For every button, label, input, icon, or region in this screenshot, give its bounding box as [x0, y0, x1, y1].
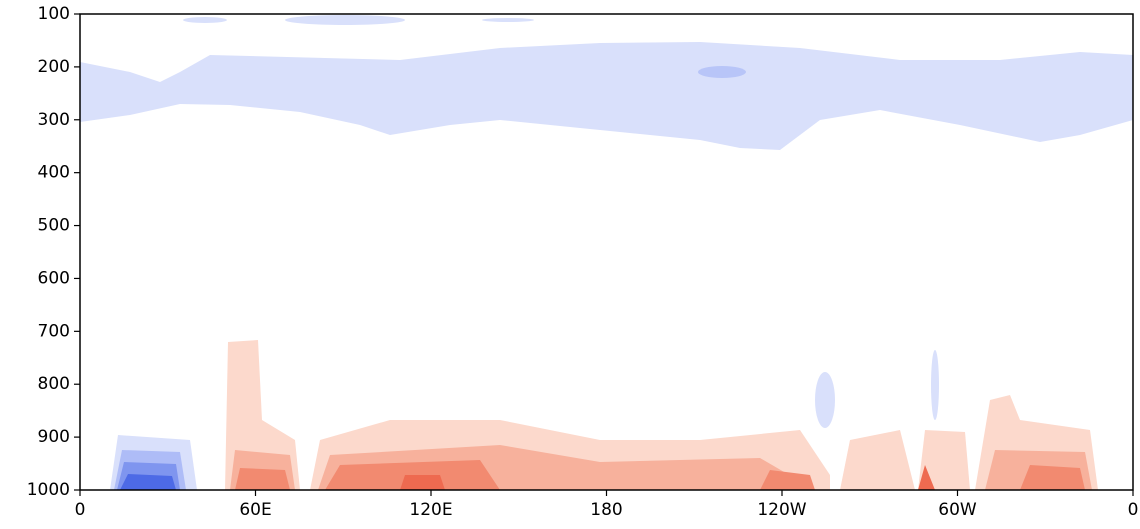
y-tick-label: 100 — [38, 4, 70, 24]
x-tick-label: 120W — [757, 500, 806, 520]
y-tick-label: 1000 — [27, 480, 70, 500]
x-tick-label: 0 — [75, 500, 86, 520]
contour-fills — [80, 15, 1133, 490]
contour-fill — [235, 468, 290, 490]
contour-fill — [1020, 465, 1085, 490]
contour-fill — [120, 474, 176, 490]
contour-fill — [840, 430, 915, 490]
x-tick-label: 0 — [1128, 500, 1139, 520]
y-tick-label: 400 — [38, 163, 70, 183]
contour-fill — [80, 42, 1133, 150]
y-tick-label: 600 — [38, 268, 70, 288]
contour-fill — [815, 372, 835, 428]
y-tick-label: 200 — [38, 57, 70, 77]
y-tick-label: 700 — [38, 321, 70, 341]
contour-fill — [285, 15, 405, 25]
y-tick-label: 500 — [38, 216, 70, 236]
contour-fill — [698, 66, 746, 78]
x-tick-label: 60W — [938, 500, 977, 520]
y-tick-label: 300 — [38, 110, 70, 130]
y-tick-label: 900 — [38, 427, 70, 447]
x-tick-label: 60E — [239, 500, 271, 520]
contour-fill — [482, 18, 534, 22]
x-tick-label: 180 — [590, 500, 622, 520]
contour-fill — [918, 465, 935, 490]
x-tick-label: 120E — [409, 500, 452, 520]
contour-fill — [931, 350, 939, 420]
contour-fill — [400, 475, 445, 490]
contour-fill — [760, 470, 815, 490]
y-tick-label: 800 — [38, 374, 70, 394]
contour-fill — [918, 430, 970, 490]
contour-fill — [183, 17, 227, 23]
